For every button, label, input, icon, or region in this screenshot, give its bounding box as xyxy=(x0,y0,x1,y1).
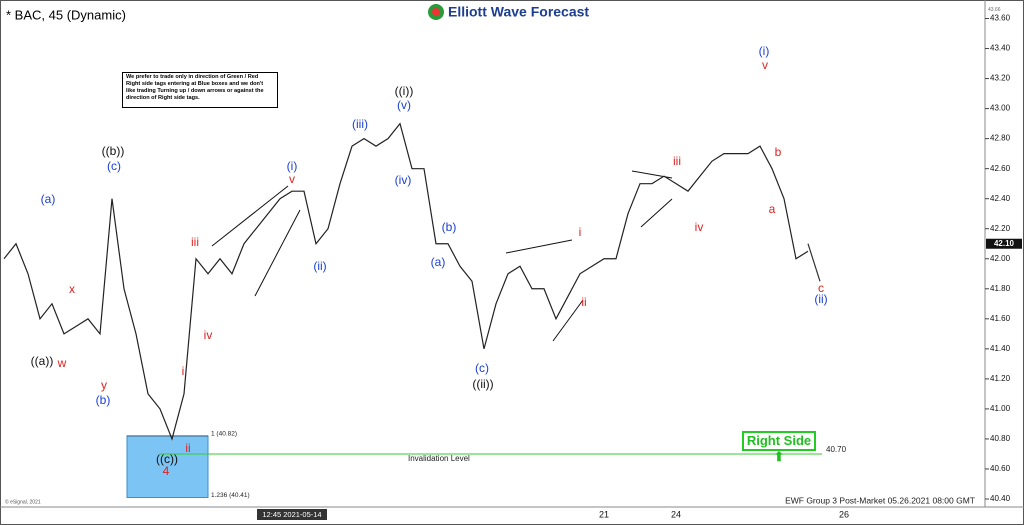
last-price-label: 42.10 xyxy=(994,239,1015,248)
wave-label: (ii) xyxy=(313,259,326,273)
x-tick-label: 12:45 2021-05-14 xyxy=(262,510,321,519)
wave-label: (iii) xyxy=(352,117,368,131)
price-line xyxy=(808,169,868,282)
wave-label: w xyxy=(57,356,67,370)
y-tick-label: 41.80 xyxy=(990,284,1011,293)
wave-label: ((a)) xyxy=(31,354,54,368)
price-line xyxy=(3,122,809,441)
y-tick-label: 40.40 xyxy=(990,494,1011,503)
wave-label: (a) xyxy=(431,255,446,269)
wave-label: x xyxy=(69,282,75,296)
wave-label: c xyxy=(818,281,824,295)
wave-label: ii xyxy=(185,441,190,455)
y-tick-label: 42.20 xyxy=(990,224,1011,233)
blue-box xyxy=(126,435,209,498)
wave-label: (ii) xyxy=(814,292,827,306)
y-tick-label: 43.00 xyxy=(990,104,1011,113)
y-tick-label: 40.60 xyxy=(990,464,1011,473)
note: We prefer to trade only in direction of … xyxy=(122,72,278,108)
wave-label: (a) xyxy=(41,192,56,206)
wave-label: ((ii)) xyxy=(472,377,493,391)
last-price-bg xyxy=(986,238,1022,249)
y-tick-label: 43.20 xyxy=(990,74,1011,83)
right-side-tag: Right Side ⬆ xyxy=(742,431,816,464)
y-tick-label: 41.40 xyxy=(990,344,1011,353)
wave-label: ((c)) xyxy=(156,452,178,466)
chart-title: * BAC, 45 (Dynamic) xyxy=(6,7,126,22)
wave-label: (c) xyxy=(107,159,121,173)
y-tick-label: 40.80 xyxy=(990,434,1011,443)
wave-label: iv xyxy=(204,328,213,342)
wave-label: a xyxy=(769,202,776,216)
wave-label: ((b)) xyxy=(102,144,125,158)
invalidation-name: Invalidation Level xyxy=(408,454,470,463)
wave-label: y xyxy=(101,378,107,392)
wave-label: (b) xyxy=(96,393,111,407)
wave-label: i xyxy=(182,364,185,378)
y-tick-label: 42.40 xyxy=(990,194,1011,203)
wave-label: 4 xyxy=(163,464,170,478)
wave-label: i xyxy=(579,225,582,239)
fib-label: 1 (40.82) xyxy=(211,431,237,438)
y-tick-label: 42.80 xyxy=(990,134,1011,143)
wave-label: b xyxy=(775,145,782,159)
y-tick-label: 42.00 xyxy=(990,254,1011,263)
crosshair-label-bg xyxy=(257,509,327,520)
wave-label: ((i)) xyxy=(395,84,414,98)
y-tick-label: 43.40 xyxy=(990,44,1011,53)
wave-label: iv xyxy=(695,220,704,234)
x-tick-label: 26 xyxy=(839,509,849,519)
wave-label: (v) xyxy=(397,98,411,112)
y-tick-label: 41.00 xyxy=(990,404,1011,413)
invalidation-value: 40.70 xyxy=(826,445,847,454)
wave-label: v xyxy=(762,58,768,72)
wave-label: (iv) xyxy=(395,173,412,187)
wave-label: v xyxy=(289,172,295,186)
logo-text: Elliott Wave Forecast xyxy=(448,4,589,20)
wave-label: (c) xyxy=(475,361,489,375)
fib-label: 1.236 (40.41) xyxy=(211,492,250,499)
y-tick-label: 43.60 xyxy=(990,14,1011,23)
wave-label: (b) xyxy=(442,220,457,234)
copyright: © eSignal, 2021 xyxy=(5,498,41,505)
x-tick-label: 24 xyxy=(671,509,681,519)
wave-label: (i) xyxy=(287,159,298,173)
wave-label: ii xyxy=(581,295,586,309)
y-tick-label: 41.20 xyxy=(990,374,1011,383)
wave-label: iii xyxy=(191,235,199,249)
high-marker: 43.66 xyxy=(988,7,1001,13)
footer: EWF Group 3 Post-Market 05.26.2021 08:00… xyxy=(785,495,975,505)
y-tick-label: 42.60 xyxy=(990,164,1011,173)
right-side-text: Right Side xyxy=(746,433,812,448)
x-tick-label: 21 xyxy=(599,509,609,519)
wave-label: iii xyxy=(673,154,681,168)
y-tick-label: 41.60 xyxy=(990,314,1011,323)
trendlines xyxy=(211,170,673,342)
wave-label: (i) xyxy=(759,44,770,58)
logo-icon-inner xyxy=(432,8,440,16)
